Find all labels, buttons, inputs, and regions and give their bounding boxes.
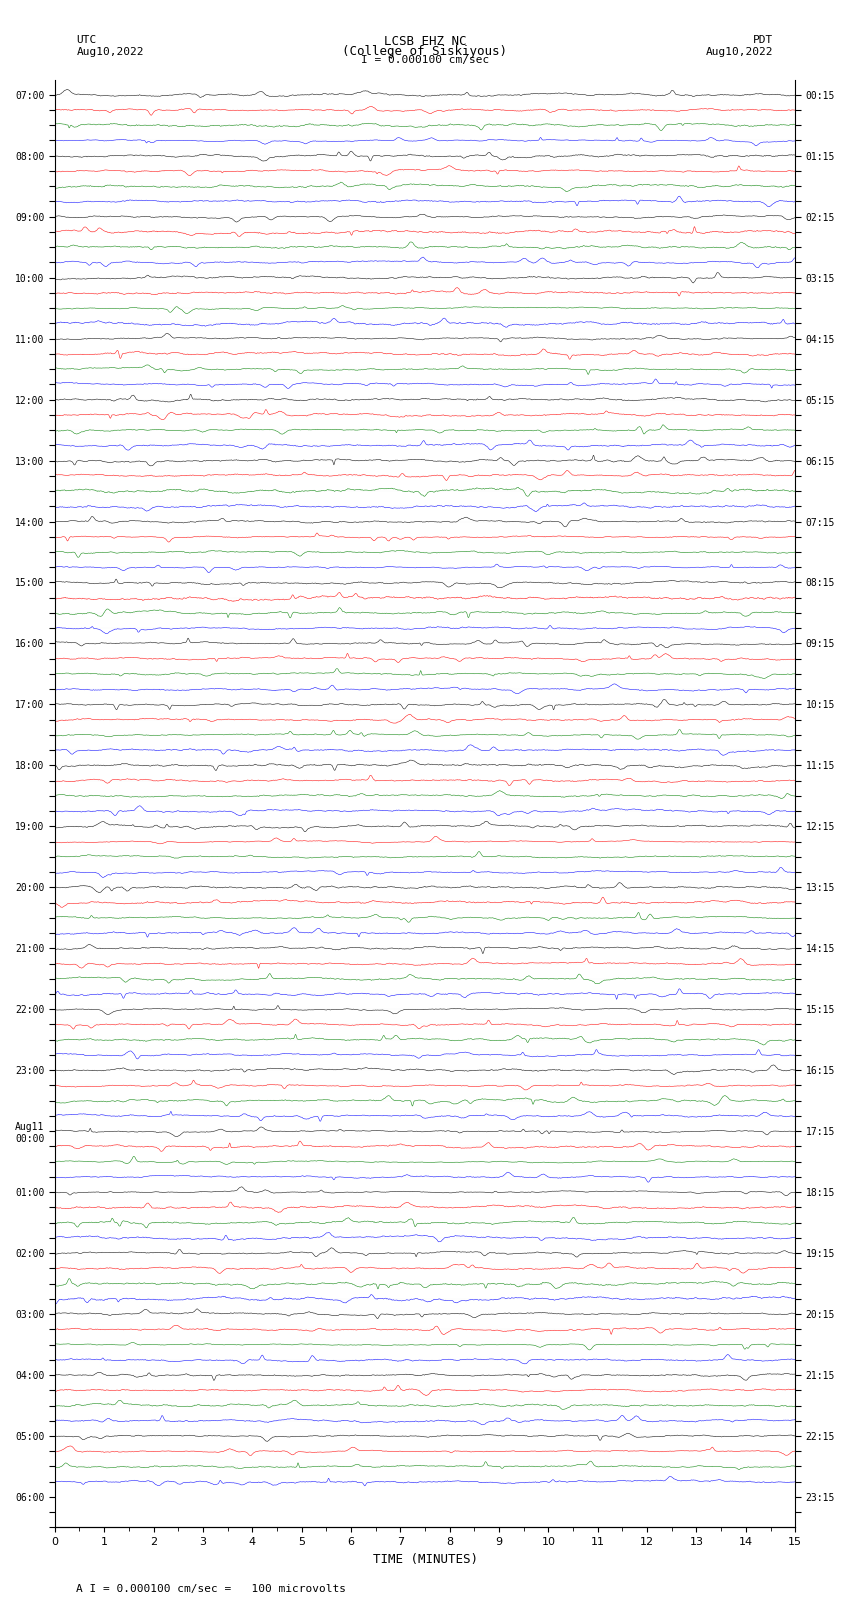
Text: UTC
Aug10,2022: UTC Aug10,2022 [76, 35, 144, 56]
Text: PDT
Aug10,2022: PDT Aug10,2022 [706, 35, 774, 56]
Text: I = 0.000100 cm/sec: I = 0.000100 cm/sec [361, 55, 489, 65]
Text: A I = 0.000100 cm/sec =   100 microvolts: A I = 0.000100 cm/sec = 100 microvolts [76, 1584, 347, 1594]
X-axis label: TIME (MINUTES): TIME (MINUTES) [372, 1553, 478, 1566]
Text: (College of Siskiyous): (College of Siskiyous) [343, 45, 507, 58]
Text: LCSB EHZ NC: LCSB EHZ NC [383, 35, 467, 48]
